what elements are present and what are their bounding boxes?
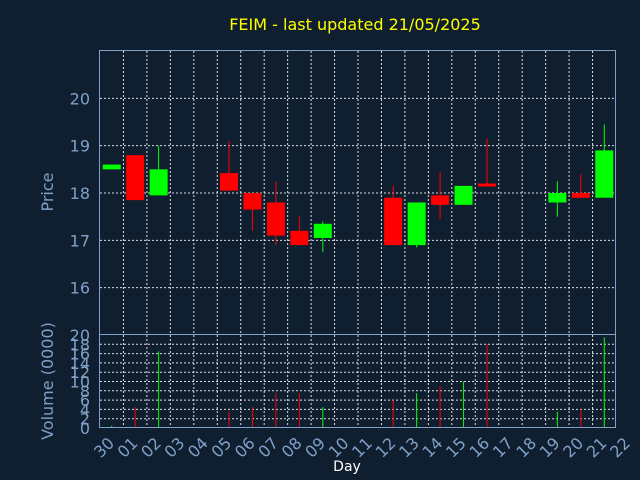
candle-body: [384, 197, 403, 246]
volume-tick-label: 12: [70, 363, 90, 382]
x-tick-label: 22: [606, 434, 634, 462]
volume-tick-label: 4: [80, 400, 90, 419]
price-axis-label: Price: [38, 172, 57, 211]
volume-tick-label: 8: [80, 382, 90, 401]
tick-labels: 3001020304050607080910111213141516171819…: [70, 89, 634, 461]
volume-axis-label: Volume (0000): [38, 322, 57, 440]
candle-body: [102, 164, 121, 170]
volume-panel-frame: [99, 334, 616, 428]
candle-body: [571, 193, 590, 198]
candle-body: [548, 193, 567, 203]
volume-tick-label: 2: [80, 410, 90, 429]
volume-bars: [111, 337, 605, 428]
candle-body: [407, 202, 426, 246]
candles: [102, 124, 614, 253]
volume-tick-label: 10: [70, 373, 90, 392]
candle-body: [478, 183, 496, 187]
price-tick-label: 17: [70, 231, 90, 250]
price-tick-label: 20: [70, 89, 90, 108]
volume-tick-label: 6: [80, 391, 90, 410]
candle-body: [290, 230, 309, 246]
candle-body: [454, 185, 473, 205]
volume-tick-label: 14: [70, 354, 90, 373]
grid: [100, 51, 616, 428]
x-axis-label: Day: [333, 459, 361, 475]
volume-tick-label: 20: [70, 326, 90, 345]
price-tick-label: 16: [70, 279, 90, 298]
candle-body: [431, 195, 450, 205]
volume-tick-label: 18: [70, 335, 90, 354]
price-tick-label: 18: [70, 184, 90, 203]
candle-body: [149, 169, 168, 196]
candle-body: [595, 150, 614, 198]
volume-tick-label: 0: [80, 419, 90, 438]
chart-title: FEIM - last updated 21/05/2025: [229, 15, 481, 34]
candle-body: [126, 155, 145, 201]
candle-body: [266, 202, 285, 236]
candle-body: [220, 173, 238, 191]
candle-body: [313, 223, 332, 238]
candle-body: [243, 193, 262, 210]
volume-tick-label: 16: [70, 345, 90, 364]
price-tick-label: 19: [70, 137, 90, 156]
